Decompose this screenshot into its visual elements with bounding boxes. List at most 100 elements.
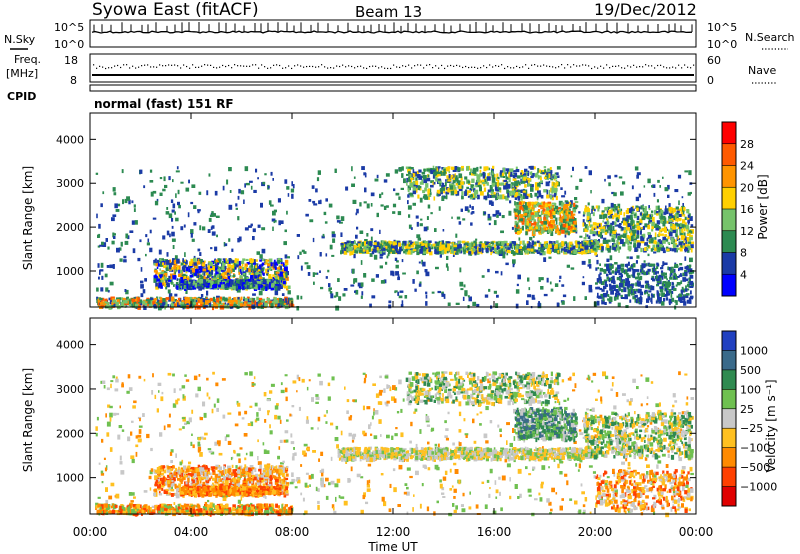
power-cell [109, 281, 114, 286]
power-cell [311, 185, 315, 189]
power-cell [478, 244, 482, 247]
power-cell [161, 279, 164, 283]
power-cell [551, 187, 555, 193]
power-cell [191, 268, 196, 273]
power-cell [268, 284, 273, 289]
power-cell [395, 250, 398, 253]
power-cell [426, 226, 429, 230]
power-cell [162, 270, 166, 273]
power-cell [214, 273, 216, 277]
power-cell [538, 204, 542, 208]
power-cell [352, 249, 356, 254]
power-cell [244, 166, 249, 172]
power-cell [454, 173, 456, 178]
power-cell [584, 296, 587, 300]
power-cell [422, 246, 426, 252]
station-title: Syowa East (fitACF) [92, 0, 259, 20]
power-cell [466, 186, 469, 190]
power-cell [677, 208, 681, 212]
power-cell [229, 286, 233, 290]
power-cell [509, 168, 514, 172]
power-cell [181, 300, 185, 304]
power-cell [421, 171, 426, 175]
power-cell [371, 295, 376, 299]
power-cell [506, 249, 510, 253]
nave-dot [459, 65, 461, 67]
power-cell [523, 201, 525, 204]
power-cell [208, 274, 211, 277]
power-cell [215, 276, 218, 282]
power-cell [458, 185, 462, 189]
power-cell [160, 297, 163, 301]
power-cell [474, 193, 477, 198]
power-cell [281, 301, 285, 306]
power-cell [184, 259, 186, 262]
power-cell [531, 226, 534, 229]
power-cell [507, 192, 510, 198]
power-cell [187, 212, 190, 218]
power-cell [228, 204, 233, 210]
power-cell [553, 194, 556, 197]
power-cell [107, 290, 110, 293]
power-cell [619, 210, 623, 215]
power-cell [249, 297, 252, 301]
power-cell [217, 262, 220, 265]
nave-dot [213, 66, 215, 68]
power-cell [639, 218, 643, 224]
power-cell [675, 213, 679, 217]
power-cell [379, 265, 383, 269]
power-cell [491, 201, 494, 206]
power-cell [554, 244, 558, 248]
power-cell [243, 296, 245, 300]
power-cell [417, 185, 421, 191]
power-cell [630, 231, 633, 235]
power-cell [671, 215, 674, 220]
power-cell [540, 195, 544, 199]
power-cell [496, 245, 500, 250]
power-cell [437, 166, 441, 169]
nave-dot [465, 65, 467, 68]
power-cell [551, 228, 555, 231]
power-cell [627, 218, 630, 223]
power-cell [588, 221, 591, 227]
power-cell [461, 168, 464, 171]
power-cell [208, 261, 212, 266]
power-cell [173, 283, 175, 287]
power-cell [268, 266, 272, 271]
power-cell [260, 202, 263, 208]
power-cell [572, 221, 576, 224]
power-cell [454, 177, 459, 182]
power-cell [408, 244, 412, 247]
power-cell [680, 206, 683, 212]
power-cell [485, 166, 489, 171]
power-cell [404, 244, 406, 247]
power-cell [623, 212, 626, 217]
power-cell [667, 235, 670, 240]
power-cell [208, 173, 211, 177]
power-cell [267, 263, 271, 267]
power-cell [274, 219, 277, 223]
power-cell [413, 241, 416, 246]
power-cell [546, 277, 549, 283]
nave-dot [399, 66, 401, 69]
power-cell [536, 196, 539, 199]
power-cell [460, 250, 463, 254]
power-cell [265, 286, 268, 291]
power-cell [430, 244, 432, 248]
power-cell [285, 259, 288, 263]
power-cell [202, 298, 205, 303]
power-cell [144, 302, 148, 307]
power-cell [407, 200, 409, 205]
power-cell [689, 257, 693, 263]
power-cell [559, 214, 562, 219]
power-cell [134, 303, 139, 308]
power-cell [667, 194, 670, 198]
nave-dot [510, 67, 512, 69]
power-cell [517, 180, 520, 184]
power-cell [545, 181, 550, 187]
power-cell [207, 265, 211, 270]
nave-dot [384, 67, 386, 69]
power-cell [149, 247, 153, 253]
power-cell [667, 229, 670, 234]
power-cell [508, 172, 512, 175]
